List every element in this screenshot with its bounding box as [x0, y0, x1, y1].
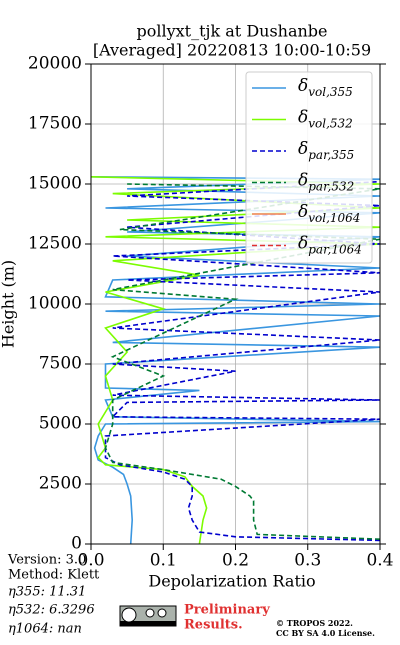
- legend-symbol: δ: [298, 76, 308, 96]
- y-axis-label: Height (m): [0, 260, 18, 348]
- legend-subscript: par,532: [308, 179, 354, 193]
- legend-subscript: vol,355: [308, 85, 353, 99]
- legend-symbol: δ: [298, 233, 308, 253]
- legend-subscript: par,355: [308, 148, 354, 162]
- y-tick-label: 15000: [28, 174, 82, 194]
- x-axis-label: Depolarization Ratio: [148, 572, 315, 591]
- version: Version: 3.0: [7, 553, 86, 568]
- legend-symbol: δ: [298, 107, 308, 127]
- y-tick-label: 17500: [28, 114, 82, 134]
- y-tick-label: 7500: [39, 354, 82, 374]
- y-tick-label: 20000: [28, 54, 82, 74]
- plot-area: 0 2500 5000 7500 10000 12500 15000 17500 20000 0.…: [28, 54, 394, 571]
- eta355: η355: 11.31: [8, 585, 86, 600]
- method: Method: Klett: [8, 568, 100, 583]
- legend-subscript: vol,1064: [308, 211, 360, 225]
- eta1064: η1064: nan: [8, 622, 82, 637]
- y-tick-label: 0: [71, 534, 82, 554]
- copyright: © TROPOS 2022.: [276, 618, 353, 628]
- x-tick-label: 0.3: [294, 551, 321, 571]
- legend-symbol: δ: [298, 170, 308, 190]
- chart-subtitle: [Averaged] 20220813 10:00-10:59: [93, 41, 371, 60]
- legend-box: [245, 71, 373, 264]
- preliminary: Preliminary: [184, 603, 270, 618]
- x-tick-label: 0.1: [150, 551, 177, 571]
- y-tick-label: 2500: [39, 474, 82, 494]
- preliminary: Results.: [184, 618, 243, 633]
- legend-symbol: δ: [298, 202, 308, 222]
- y-tick-label: 5000: [39, 414, 82, 434]
- y-tick-label: 10000: [28, 294, 82, 314]
- y-tick-label: 12500: [28, 234, 82, 254]
- legend-label: δpar,355: [298, 139, 354, 162]
- x-tick-label: 0.4: [366, 551, 393, 571]
- legend-subscript: par,1064: [308, 242, 362, 256]
- legend-label: δpar,1064: [298, 233, 362, 256]
- cc-logo: [119, 605, 177, 627]
- x-tick-label: 0.2: [222, 551, 249, 571]
- legend-label: δvol,532: [298, 107, 353, 130]
- legend-label: δvol,1064: [298, 202, 360, 225]
- plot-frame: [90, 63, 381, 545]
- chart-title: pollyxt_tjk at Dushanbe: [136, 22, 327, 41]
- eta532: η532: 6.3296: [8, 603, 95, 618]
- copyright: CC BY SA 4.0 License.: [276, 628, 375, 638]
- legend-symbol: δ: [298, 139, 308, 159]
- legend-label: δvol,355: [298, 76, 353, 99]
- profile-line: [104, 180, 380, 542]
- legend-label: δpar,532: [298, 170, 354, 193]
- legend-subscript: vol,532: [308, 116, 353, 130]
- x-tick-label: 0.0: [77, 551, 104, 571]
